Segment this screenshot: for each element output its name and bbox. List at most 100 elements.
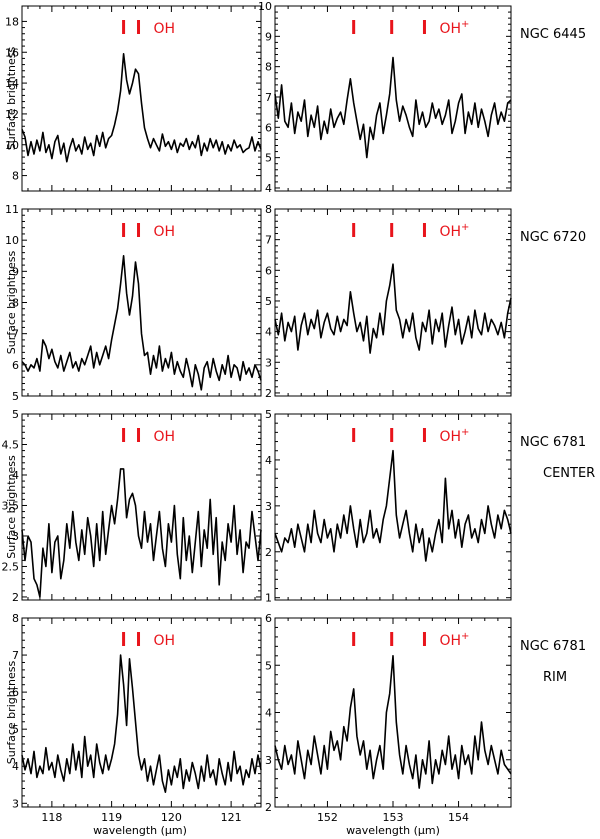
line-marker bbox=[390, 428, 394, 442]
x-tick-label: 153 bbox=[383, 811, 404, 824]
spectrum-line bbox=[21, 52, 262, 163]
line-marker bbox=[352, 223, 356, 237]
panel-ngc6720-ohp: 2 3 4 5 6 7 8 OH+ NGC 6720 bbox=[265, 203, 586, 400]
panel-ngc6445-oh: 8 10 12 14 16 18 Surface brightness OH bbox=[5, 5, 262, 192]
line-marker bbox=[137, 20, 141, 34]
molecule-label: OH+ bbox=[439, 19, 469, 37]
y-tick-label: 2 bbox=[12, 591, 19, 604]
y-tick-label: 6 bbox=[265, 264, 272, 277]
y-tick-label: 5 bbox=[12, 390, 19, 403]
y-tick-label: 6 bbox=[265, 612, 272, 625]
x-axis-label-left: wavelength (μm) bbox=[93, 824, 187, 837]
spectrum-line bbox=[21, 255, 262, 391]
spectrum-line bbox=[274, 654, 512, 789]
line-marker bbox=[390, 223, 394, 237]
y-tick-label: 3 bbox=[12, 530, 19, 543]
y-tick-label: 10 bbox=[5, 234, 19, 247]
molecule-label: OH bbox=[154, 429, 176, 445]
panel-ngc6445-ohp: 4 5 6 7 8 9 10 OH+ NGC 6445 bbox=[258, 0, 586, 195]
plot-frame bbox=[21, 617, 262, 808]
y-tick-label: 8 bbox=[12, 612, 19, 625]
plot-frame bbox=[274, 208, 512, 397]
y-axis-label: Surface brightness bbox=[5, 251, 18, 355]
plot-frame bbox=[21, 5, 262, 192]
x-axis-label-right: wavelength (μm) bbox=[346, 824, 440, 837]
y-tick-label: 7 bbox=[265, 234, 272, 247]
y-tick-label: 4 bbox=[265, 707, 272, 720]
y-tick-label: 18 bbox=[5, 15, 19, 28]
object-name: NGC 6781 bbox=[520, 639, 586, 654]
line-marker bbox=[352, 20, 356, 34]
y-tick-label: 4 bbox=[265, 454, 272, 467]
y-axis-label: Surface brightness bbox=[5, 455, 18, 559]
panel-ngc6781c-ohp: 1 2 3 4 5 OH+ NGC 6781 CENTER bbox=[265, 408, 595, 605]
object-region: CENTER bbox=[543, 466, 595, 481]
molecule-label: OH bbox=[154, 224, 176, 240]
y-tick-label: 5 bbox=[265, 408, 272, 421]
y-tick-label: 2.5 bbox=[2, 560, 20, 573]
panel-ngc6781c-oh: 2 2.5 3 3.5 4 4.5 5 Surface brightness OH bbox=[2, 408, 262, 604]
y-tick-label: 7 bbox=[12, 649, 19, 662]
molecule-charge: + bbox=[461, 631, 469, 642]
x-tick-label: 119 bbox=[101, 811, 122, 824]
y-tick-label: 3 bbox=[12, 797, 19, 810]
line-marker bbox=[352, 428, 356, 442]
line-marker bbox=[137, 632, 141, 646]
y-tick-label: 7 bbox=[12, 328, 19, 341]
y-tick-label: 8 bbox=[265, 61, 272, 74]
plot-frame bbox=[21, 413, 262, 601]
line-marker bbox=[137, 428, 141, 442]
y-tick-label: 3 bbox=[265, 356, 272, 369]
line-marker bbox=[352, 632, 356, 646]
spectrum-line bbox=[274, 56, 512, 159]
spectrum-line bbox=[274, 449, 512, 562]
spectrum-line bbox=[21, 654, 262, 794]
y-tick-label: 4.5 bbox=[2, 438, 20, 451]
molecule-label: OH+ bbox=[439, 427, 469, 445]
y-tick-label: 16 bbox=[5, 46, 19, 59]
line-marker bbox=[122, 632, 126, 646]
panel-ngc6781r-ohp: 2 3 4 5 6 152 153 154 OH+ NGC 6781 RIM bbox=[265, 612, 586, 824]
molecule-label: OH bbox=[154, 633, 176, 649]
molecule-charge: + bbox=[461, 222, 469, 233]
y-tick-label: 10 bbox=[258, 0, 272, 13]
y-tick-label: 5 bbox=[265, 659, 272, 672]
y-tick-label: 4 bbox=[12, 760, 19, 773]
y-tick-label: 6 bbox=[12, 359, 19, 372]
y-tick-label: 2 bbox=[265, 546, 272, 559]
y-tick-label: 14 bbox=[5, 77, 19, 90]
y-tick-label: 2 bbox=[265, 801, 272, 814]
object-name: NGC 6781 bbox=[520, 435, 586, 450]
object-name: NGC 6445 bbox=[520, 27, 586, 42]
y-tick-label: 5 bbox=[265, 295, 272, 308]
line-marker bbox=[122, 428, 126, 442]
y-tick-label: 11 bbox=[5, 203, 19, 216]
line-marker bbox=[390, 632, 394, 646]
x-tick-label: 121 bbox=[221, 811, 242, 824]
y-tick-label: 4 bbox=[265, 326, 272, 339]
y-axis-label: Surface brightness bbox=[5, 47, 18, 151]
y-tick-label: 8 bbox=[265, 203, 272, 216]
molecule-label: OH+ bbox=[439, 631, 469, 649]
line-marker bbox=[390, 20, 394, 34]
panel-ngc6781r-oh: 3 4 5 6 7 8 118 119 120 121 Surface brightness OH bbox=[5, 612, 262, 824]
line-marker bbox=[422, 20, 426, 34]
y-tick-label: 3 bbox=[265, 754, 272, 767]
y-tick-label: 12 bbox=[5, 108, 19, 121]
x-tick-label: 118 bbox=[41, 811, 62, 824]
y-tick-label: 8 bbox=[12, 297, 19, 310]
y-tick-label: 5 bbox=[12, 723, 19, 736]
y-tick-label: 6 bbox=[265, 121, 272, 134]
line-marker bbox=[137, 223, 141, 237]
y-tick-label: 6 bbox=[12, 686, 19, 699]
spectrum-line bbox=[21, 468, 262, 598]
molecule-label: OH+ bbox=[439, 222, 469, 240]
y-tick-label: 4 bbox=[12, 469, 19, 482]
y-tick-label: 7 bbox=[265, 91, 272, 104]
line-marker bbox=[422, 428, 426, 442]
y-tick-label: 5 bbox=[12, 408, 19, 421]
y-tick-label: 9 bbox=[265, 30, 272, 43]
line-marker bbox=[122, 20, 126, 34]
